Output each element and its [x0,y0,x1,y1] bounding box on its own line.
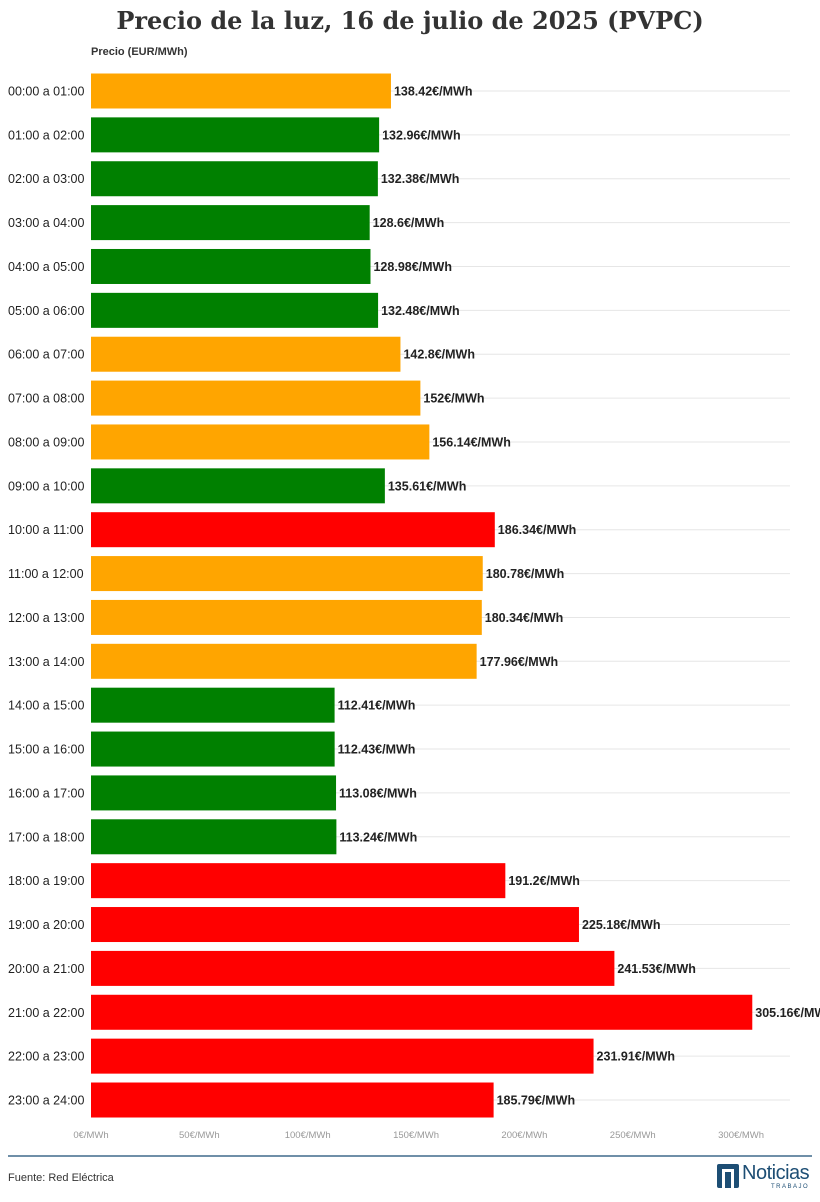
category-label: 04:00 a 05:00 [8,260,85,274]
bar [91,599,482,635]
value-label: 128.6€/MWh [373,216,445,230]
value-label: 177.96€/MWh [480,655,559,669]
category-label: 17:00 a 18:00 [8,830,85,844]
value-label: 191.2€/MWh [508,874,580,888]
bar [91,994,753,1030]
category-label: 20:00 a 21:00 [8,962,85,976]
x-tick-label: 150€/MWh [393,1130,439,1141]
bar [91,205,370,241]
value-label: 142.8€/MWh [403,348,475,362]
value-label: 152€/MWh [423,392,484,406]
chart-title: Precio de la luz, 16 de julio de 2025 (P… [116,6,704,35]
bar [91,687,335,723]
value-label: 138.42€/MWh [394,85,473,99]
bar [91,556,483,592]
category-label: 21:00 a 22:00 [8,1006,85,1020]
logo-mark-icon [717,1164,739,1188]
bar [91,1038,594,1074]
bar [91,161,378,197]
category-label: 02:00 a 03:00 [8,172,85,186]
gridlines [91,90,790,1101]
bar [91,117,380,153]
value-label: 305.16€/MWh [755,1006,820,1020]
value-label: 180.78€/MWh [486,567,565,581]
bar [91,380,421,416]
bar [91,775,337,811]
category-labels: 00:00 a 01:00 01:00 a 02:00 02:00 a 03:00 0… [8,85,85,1108]
bar-chart: 00:00 a 01:00 01:00 a 02:00 02:00 a 03:00 0… [8,73,820,1141]
bar [91,336,401,372]
category-label: 05:00 a 06:00 [8,304,85,318]
category-label: 01:00 a 02:00 [8,128,85,142]
value-label: 241.53€/MWh [617,962,696,976]
x-tick-label: 0€/MWh [73,1130,108,1141]
value-label: 156.14€/MWh [432,435,511,449]
x-axis-ticks: 0€/MWh 50€/MWh 100€/MWh 150€/MWh 200€/MWh 250… [73,1130,764,1141]
bar [91,248,371,284]
value-label: 132.96€/MWh [382,128,461,142]
category-label: 12:00 a 13:00 [8,611,85,625]
value-label: 186.34€/MWh [498,523,577,537]
logo-main-text: Noticias [742,1161,810,1184]
bar [91,512,495,548]
value-label: 180.34€/MWh [485,611,564,625]
category-label: 10:00 a 11:00 [8,523,84,537]
value-label: 112.41€/MWh [338,699,416,713]
category-label: 09:00 a 10:00 [8,479,85,493]
bar [91,863,506,899]
x-tick-label: 200€/MWh [501,1130,547,1141]
category-label: 19:00 a 20:00 [8,918,85,932]
category-label: 18:00 a 19:00 [8,874,85,888]
value-label: 113.08€/MWh [339,786,417,800]
category-label: 14:00 a 15:00 [8,699,85,713]
value-label: 132.48€/MWh [381,304,460,318]
x-tick-label: 300€/MWh [718,1130,764,1141]
bar [91,907,579,943]
bar [91,643,477,679]
bar [91,424,430,460]
value-label: 113.24€/MWh [339,830,417,844]
bar [91,73,391,109]
value-label: 231.91€/MWh [597,1050,676,1064]
x-tick-label: 100€/MWh [285,1130,331,1141]
bar [91,819,337,855]
value-label: 185.79€/MWh [497,1094,576,1108]
bars [91,73,753,1118]
x-tick-label: 50€/MWh [179,1130,220,1141]
category-label: 23:00 a 24:00 [8,1094,85,1108]
bar [91,292,379,328]
logo-wordmark: Noticias TRABAJO [742,1161,810,1190]
category-label: 07:00 a 08:00 [8,392,85,406]
bar [91,1082,494,1118]
axis-caption: Precio (EUR/MWh) [91,46,188,58]
logo-sub-text: TRABAJO [770,1183,810,1190]
bar [91,731,335,767]
footer-divider [8,1155,812,1157]
category-label: 03:00 a 04:00 [8,216,85,230]
value-label: 132.38€/MWh [381,172,460,186]
value-labels: 138.42€/MWh 132.96€/MWh 132.38€/MWh 128.6€/… [338,85,820,1108]
category-label: 06:00 a 07:00 [8,348,85,362]
value-label: 225.18€/MWh [582,918,661,932]
bar [91,950,615,986]
category-label: 00:00 a 01:00 [8,85,85,99]
category-label: 15:00 a 16:00 [8,743,85,757]
value-label: 112.43€/MWh [338,743,416,757]
category-label: 11:00 a 12:00 [8,567,84,581]
category-label: 22:00 a 23:00 [8,1050,85,1064]
category-label: 16:00 a 17:00 [8,786,85,800]
brand-logo: Noticias TRABAJO [717,1161,810,1190]
value-label: 128.98€/MWh [373,260,452,274]
source-note: Fuente: Red Eléctrica [8,1172,114,1184]
bar [91,468,385,504]
value-label: 135.61€/MWh [388,479,467,493]
category-label: 13:00 a 14:00 [8,655,85,669]
x-tick-label: 250€/MWh [610,1130,656,1141]
category-label: 08:00 a 09:00 [8,435,85,449]
